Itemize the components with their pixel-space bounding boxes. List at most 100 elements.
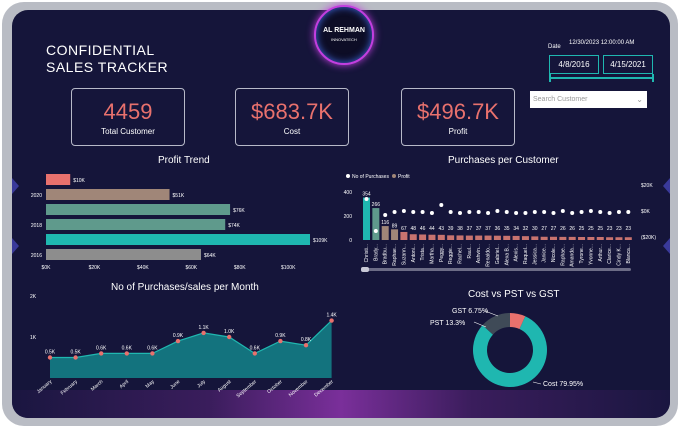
right-arrow-icon (663, 178, 670, 194)
profit-bar (46, 204, 231, 215)
profit-x-tick: $100K (281, 265, 296, 271)
ppc-category-label: Raphae... (392, 244, 398, 266)
ppc-bar-label: 36 (495, 226, 501, 232)
profit-bar (46, 189, 170, 200)
kpi-card-total-customer: 4459 Total Customer (71, 88, 185, 146)
month-value-label: 0.6K (96, 345, 107, 351)
ppc-bar-label: 26 (569, 226, 575, 232)
floor-glow (12, 390, 670, 418)
ppc-bar-label: 25 (597, 226, 603, 232)
timestamp: 12/30/2023 12:00:00 AM (569, 40, 635, 46)
ppc-bar-label: 27 (551, 226, 557, 232)
ppc-category-label: Clarice... (607, 244, 613, 264)
month-value-label: 0.9K (275, 333, 286, 339)
month-point (47, 355, 53, 360)
date-slider-track[interactable] (551, 77, 653, 79)
purchases-per-month-chart: 0.5K January 0.5K February 0.6K March 0.6K Apri… (30, 294, 337, 399)
profit-bar (46, 174, 71, 185)
ppc-bar-label: 37 (467, 226, 473, 232)
profit-x-tick: $0K (42, 265, 52, 271)
left-arrow-icon (12, 178, 19, 194)
ppc-bar (493, 235, 501, 240)
ppc-profit-dot (542, 210, 547, 214)
month-value-label: 1.1K (198, 325, 209, 331)
ppc-bar-label: 37 (476, 226, 482, 232)
ppc-bar-label: 89 (392, 223, 398, 229)
ppc-left-tick: 0 (349, 238, 352, 244)
ppc-profit-dot (495, 209, 500, 213)
date-slider-handle-start[interactable] (549, 74, 551, 82)
end-date-input[interactable]: 4/15/2021 (603, 55, 653, 74)
profit-x-tick: $80K (234, 265, 246, 271)
ppc-bar-label: 354 (362, 192, 371, 198)
profit-bar-label: $51K (173, 193, 185, 199)
ppc-category-label: Rachel... (458, 244, 464, 264)
ppc-bar (456, 235, 464, 240)
start-date-input[interactable]: 4/8/2016 (549, 55, 599, 74)
donut-leader-line (484, 310, 499, 317)
profit-category-label: 2018 (31, 223, 42, 229)
month-category-label: July (196, 379, 207, 390)
ppc-profit-dot (392, 210, 397, 214)
ppc-bar (606, 237, 614, 240)
ppc-bar (437, 234, 445, 240)
ppc-bar (372, 208, 380, 240)
month-value-label: 1.0K (224, 329, 235, 335)
ppc-bar (568, 236, 576, 240)
ppc-profit-dot (626, 210, 631, 214)
ppc-profit-dot (504, 210, 509, 214)
ppc-category-label: Raphae... (560, 244, 566, 266)
kpi-card-profit: $496.7K Profit (401, 88, 515, 146)
search-customer-placeholder: Search Customer (533, 96, 588, 103)
cost-pst-gst-chart: Cost 79.95% PST 13.3% GST 6.75% (430, 308, 583, 388)
month-y-tick: 2K (30, 294, 37, 300)
month-category-label: October (266, 379, 284, 395)
profit-bar-label: $64K (204, 253, 216, 259)
ppc-category-label: Nicole... (551, 244, 557, 262)
ppc-category-label: Yvonne... (588, 244, 594, 265)
ppc-profit-dot (560, 209, 565, 213)
month-point (227, 334, 232, 340)
donut-label-gst: GST 6.75% (452, 308, 488, 315)
ppc-category-label: Martha... (429, 244, 435, 264)
ppc-category-label: Raul... (467, 244, 473, 258)
ppc-bar (512, 235, 520, 240)
ppc-bar (624, 237, 632, 240)
ppc-bar (381, 226, 389, 240)
search-customer-dropdown[interactable]: Search Customer ⌄ (530, 91, 647, 108)
ppc-profit-dot (476, 210, 481, 214)
ppc-bar-label: 27 (541, 226, 547, 232)
legend-label-purchases: No of Purchases (352, 174, 389, 180)
month-point (99, 351, 104, 356)
ppc-category-label: Trista... (420, 244, 426, 260)
ppc-bar (447, 235, 455, 240)
ppc-bar (596, 237, 604, 240)
ppc-bar-label: 44 (429, 226, 435, 232)
ppc-right-tick: ($20K) (641, 235, 656, 241)
ppc-bar (428, 234, 436, 240)
date-slider-handle-end[interactable] (652, 74, 654, 82)
month-value-label: 0.6K (147, 345, 158, 351)
purchases-per-customer-chart: No of Purchases Profit 0 200 400 $20K $0K ($20K… (344, 174, 656, 272)
ppc-right-tick: $0K (641, 209, 651, 215)
profit-bar-label: $76K (233, 208, 245, 214)
ppc-category-label: Gabriel... (495, 244, 501, 264)
ppc-bar-label: 23 (607, 226, 613, 232)
ppc-bar (465, 235, 473, 240)
date-label: Date (548, 44, 561, 50)
ppc-category-label: Brady... (373, 244, 379, 261)
month-value-label: 0.5K (70, 350, 81, 356)
month-category-label: June (169, 379, 181, 391)
ppc-bar (484, 235, 492, 240)
ppc-category-label: Arthur... (598, 244, 604, 262)
ppc-category-label: Alexa B... (504, 244, 510, 265)
ppc-profit-dot (570, 211, 575, 215)
month-line (50, 320, 333, 359)
ppc-bar (531, 236, 539, 240)
month-category-label: December (313, 379, 335, 399)
ppc-bar (409, 234, 417, 240)
ppc-bar-label: 26 (560, 226, 566, 232)
donut-slice-cost (472, 316, 547, 387)
ppc-left-tick: 200 (344, 214, 353, 220)
